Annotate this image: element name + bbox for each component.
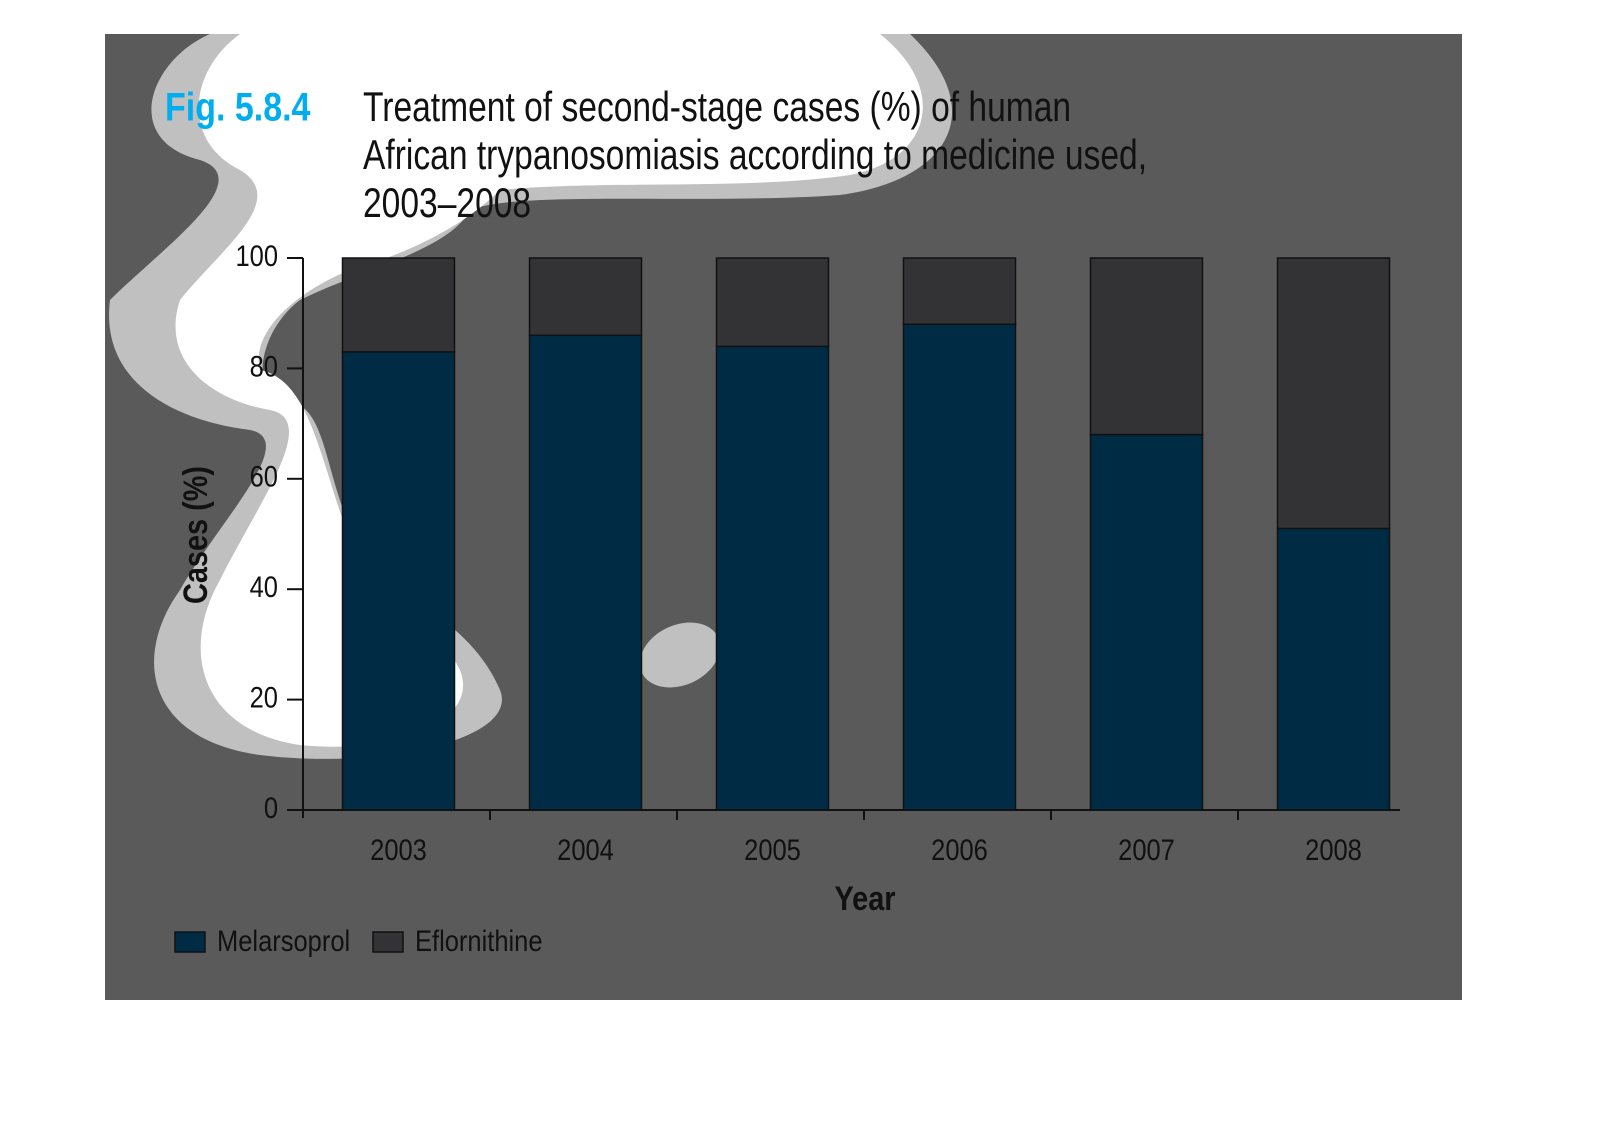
- chart-title: 2003–2008: [363, 181, 531, 227]
- chart-title: Treatment of second-stage cases (%) of h…: [363, 85, 1071, 131]
- y-tick-label: 60: [250, 460, 278, 493]
- bar-segment: [902, 257, 1017, 325]
- x-axis-label: Year: [834, 879, 895, 918]
- bar-segment: [341, 351, 456, 811]
- x-tick-label: 2008: [1305, 833, 1362, 866]
- legend-swatch: [174, 931, 206, 953]
- x-tick-label: 2006: [931, 833, 988, 866]
- y-tick-label: 40: [250, 570, 278, 603]
- legend-label: Melarsoprol: [217, 924, 350, 957]
- x-tick-label: 2007: [1118, 833, 1175, 866]
- y-tick-label: 100: [235, 239, 278, 272]
- bar-segment: [528, 257, 643, 337]
- chart-title: African trypanosomiasis according to med…: [363, 133, 1147, 179]
- legend-label: Eflornithine: [415, 924, 543, 957]
- x-tick-label: 2005: [744, 833, 801, 866]
- x-tick-label: 2004: [557, 833, 614, 866]
- bar-segment: [1089, 433, 1204, 811]
- bar-segment: [528, 334, 643, 811]
- bar-segment: [715, 345, 830, 811]
- y-tick-label: 20: [250, 681, 278, 714]
- bar-segment: [715, 257, 830, 348]
- legend-swatch: [372, 931, 404, 953]
- figure-label: Fig. 5.8.4: [165, 84, 311, 129]
- bar-segment: [341, 257, 456, 353]
- overlay-shape: [639, 622, 721, 688]
- y-axis-label: Cases (%): [176, 466, 215, 604]
- bar-segment: [1276, 527, 1391, 811]
- y-tick-label: 0: [264, 791, 278, 824]
- bar-segment: [1089, 257, 1204, 436]
- y-tick-label: 80: [250, 349, 278, 382]
- x-tick-label: 2003: [370, 833, 427, 866]
- bar-segment: [902, 323, 1017, 811]
- bar-segment: [1276, 257, 1391, 530]
